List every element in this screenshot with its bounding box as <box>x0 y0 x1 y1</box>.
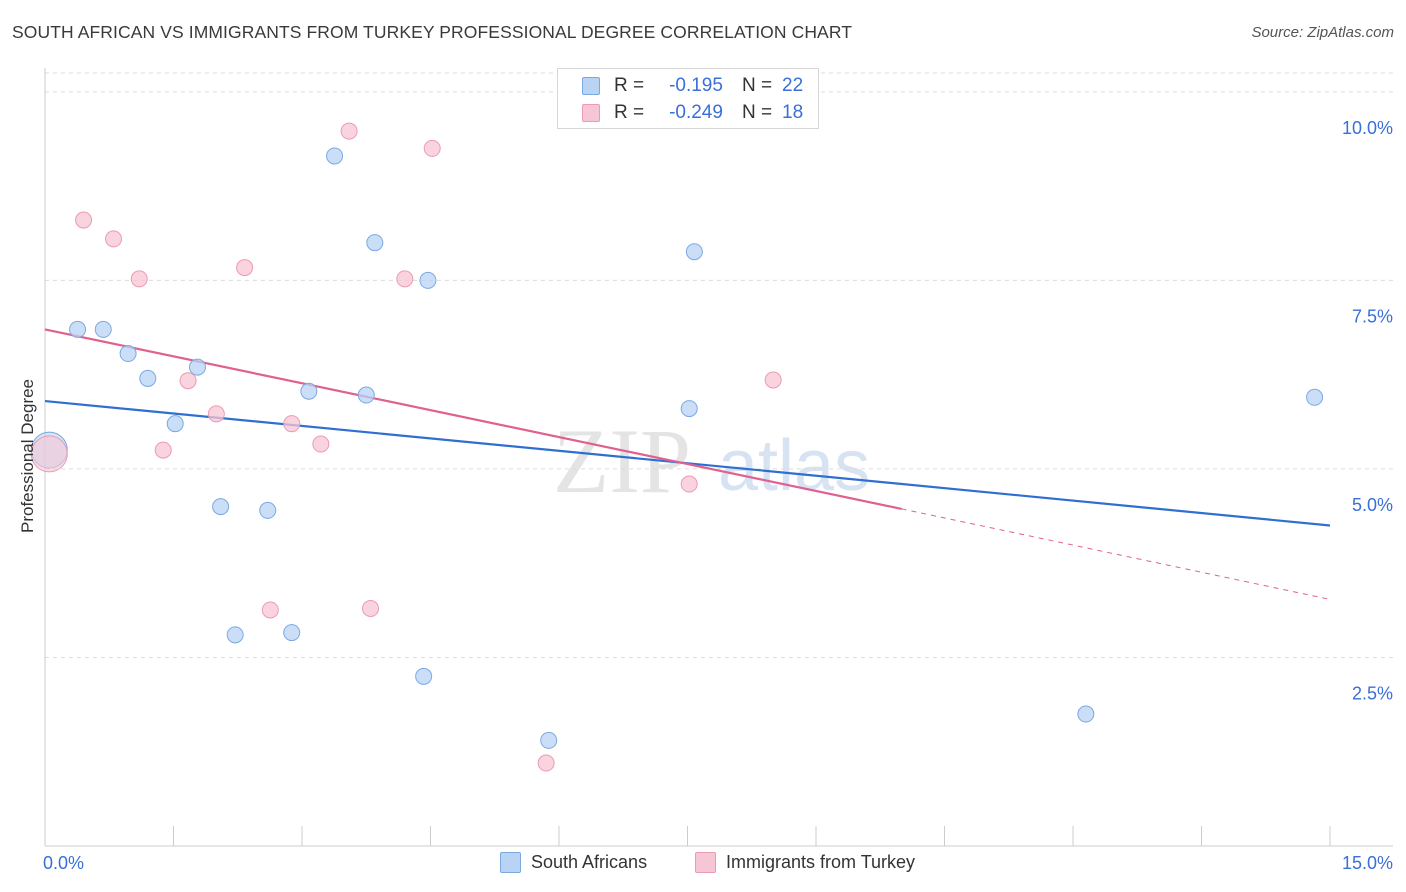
legend-r-value: -0.195 <box>669 75 723 96</box>
point-south-africans <box>119 345 137 363</box>
point-south-africans <box>415 667 433 685</box>
legend-r-label: R = <box>614 75 645 96</box>
point-south-africans <box>69 320 87 338</box>
x-tick-label: 15.0% <box>1342 853 1393 873</box>
legend-n-value: 22 <box>782 75 804 96</box>
legend-n-value: 18 <box>782 102 804 123</box>
point-south-africans <box>680 400 698 418</box>
watermark-atlas: atlas <box>718 426 870 506</box>
legend-swatch-pink <box>582 104 600 122</box>
legend-r-value: -0.249 <box>669 102 723 123</box>
legend-row-turkey: R = -0.249 N = 18 <box>582 101 803 125</box>
y-tick-label: 10.0% <box>1342 118 1393 138</box>
point-turkey <box>283 415 301 433</box>
legend-n-label: N = <box>742 102 773 123</box>
point-south-africans <box>1077 705 1095 723</box>
point-south-africans <box>259 501 277 519</box>
point-turkey <box>236 259 254 277</box>
trend-line-turkey-extension <box>901 508 1331 600</box>
point-south-africans <box>166 415 184 433</box>
legend-swatch-blue <box>582 77 600 95</box>
y-tick-label: 2.5% <box>1352 683 1393 703</box>
point-south-africans <box>300 382 318 400</box>
point-south-africans <box>419 271 437 289</box>
series-legend: South Africans Immigrants from Turkey <box>0 852 1406 878</box>
correlation-legend: R = -0.195 N = 22 R = -0.249 N = 18 <box>557 68 819 129</box>
watermark: ZIP atlas <box>553 410 870 512</box>
point-turkey <box>312 435 330 453</box>
legend-swatch-blue <box>500 852 521 873</box>
point-turkey <box>179 372 197 390</box>
point-turkey <box>75 211 93 229</box>
tick-labels: 2.5% 5.0% 7.5% 10.0% 0.0% 15.0% <box>43 118 1393 873</box>
point-turkey <box>207 405 225 423</box>
point-turkey <box>154 441 172 459</box>
point-turkey <box>423 139 441 157</box>
legend-label-turkey: Immigrants from Turkey <box>726 852 916 872</box>
point-turkey <box>396 270 414 288</box>
x-tick-label: 0.0% <box>43 853 84 873</box>
point-south-africans <box>685 243 703 261</box>
point-south-africans <box>212 498 230 516</box>
source-label: Source: ZipAtlas.com <box>1251 24 1394 41</box>
legend-n-label: N = <box>742 75 773 96</box>
point-south-africans <box>357 386 375 404</box>
legend-item-south-africans: South Africans <box>500 852 647 873</box>
point-south-africans <box>1306 388 1324 406</box>
point-south-africans <box>139 369 157 387</box>
point-south-africans <box>326 147 344 165</box>
point-south-africans <box>366 234 384 252</box>
point-turkey <box>680 475 698 493</box>
legend-row-south-africans: R = -0.195 N = 22 <box>582 74 803 98</box>
point-south-africans <box>226 626 244 644</box>
grid <box>45 72 1393 658</box>
y-axis-label: Professional Degree <box>18 378 37 534</box>
point-turkey <box>340 122 358 140</box>
point-turkey <box>261 601 279 619</box>
point-turkey <box>362 599 380 617</box>
point-turkey <box>764 371 782 389</box>
trend-line-turkey <box>44 328 902 510</box>
legend-r-label: R = <box>614 102 645 123</box>
data-points <box>30 122 1324 772</box>
point-turkey <box>30 435 68 473</box>
chart-title: SOUTH AFRICAN VS IMMIGRANTS FROM TURKEY … <box>12 22 853 42</box>
legend-item-turkey: Immigrants from Turkey <box>695 852 915 873</box>
legend-label-south-africans: South Africans <box>531 852 648 872</box>
point-turkey <box>105 230 123 248</box>
point-south-africans <box>94 320 112 338</box>
y-tick-label: 7.5% <box>1352 306 1393 326</box>
legend-swatch-pink <box>695 852 716 873</box>
point-turkey <box>537 754 555 772</box>
point-turkey <box>130 270 148 288</box>
y-tick-label: 5.0% <box>1352 495 1393 515</box>
point-south-africans <box>188 358 206 376</box>
point-south-africans <box>540 731 558 749</box>
trend-lines <box>44 328 1331 600</box>
point-south-africans <box>283 624 301 642</box>
